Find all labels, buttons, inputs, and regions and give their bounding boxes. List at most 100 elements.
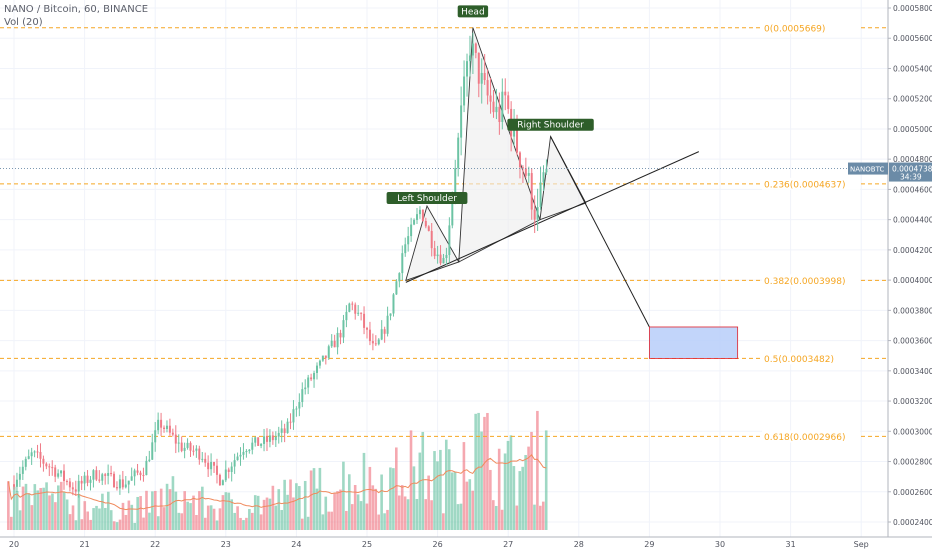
volume-bar: [86, 511, 90, 530]
volume-bar: [57, 485, 60, 530]
volume-bar: [368, 466, 372, 530]
candle-body: [327, 346, 330, 358]
candle-body: [148, 459, 151, 461]
pattern-label: Left Shoulder: [397, 194, 457, 204]
volume-bar: [492, 500, 495, 530]
candle-body: [383, 329, 386, 334]
volume-bar: [350, 504, 354, 530]
volume-bar: [98, 508, 101, 530]
volume-bar: [518, 471, 522, 530]
candle-body: [213, 462, 216, 466]
candle-body: [524, 168, 527, 176]
volume-bar: [151, 491, 154, 530]
candle-body: [18, 473, 21, 480]
candle-body: [174, 434, 177, 444]
time-tick-label: 27: [503, 540, 513, 549]
candle-body: [13, 484, 15, 487]
candle-body: [442, 258, 445, 264]
volume-bar: [33, 484, 37, 530]
volume-bar: [165, 483, 169, 530]
volume-bar: [436, 461, 439, 530]
candle-body: [507, 95, 510, 109]
volume-bar: [145, 490, 148, 530]
candle-body: [230, 466, 233, 472]
candle-body: [45, 463, 48, 467]
volume-bar: [221, 495, 225, 530]
volume-bar: [497, 448, 501, 530]
time-tick-label: 20: [9, 540, 19, 549]
candle-body: [274, 436, 277, 441]
price-tick-label: 0.00058000: [893, 4, 932, 13]
candle-body: [248, 449, 251, 452]
candle-body: [107, 473, 110, 476]
volume-bar: [233, 512, 236, 530]
candle-body: [168, 425, 171, 433]
volume-bar: [59, 481, 63, 530]
volume-bar: [347, 474, 351, 530]
fibonacci-retracement: 0(0.0005669) 0.236(0.0004637) 0.382(0.0003…: [0, 21, 888, 443]
candle-body: [351, 303, 354, 305]
candle-body: [233, 460, 236, 467]
candle-body: [336, 332, 339, 348]
candle-body: [86, 475, 89, 483]
candle-body: [460, 105, 463, 138]
volume-bar: [465, 481, 469, 530]
volume-bar: [139, 496, 142, 530]
candle-body: [424, 221, 427, 227]
volume-bar: [277, 489, 281, 530]
candle-body: [113, 473, 116, 488]
candle-body: [163, 427, 166, 429]
candle-body: [39, 451, 42, 459]
candle-body: [401, 253, 404, 274]
candle-body: [342, 320, 345, 338]
bar-countdown: 34:39: [900, 173, 922, 182]
volume-bar: [462, 442, 466, 530]
volume-bar: [483, 416, 486, 530]
volume-bar: [450, 472, 454, 530]
volume-bar: [227, 492, 231, 530]
volume-bar: [148, 512, 151, 530]
fib-label-bg: [762, 274, 860, 287]
volume-bar: [477, 412, 480, 530]
volume-bar: [406, 499, 410, 530]
volume-indicator-label[interactable]: Vol (20): [4, 17, 43, 28]
candle-body: [277, 432, 280, 437]
candle-body: [242, 451, 245, 455]
time-tick-label: 23: [221, 540, 231, 549]
volume-moving-average: [7, 453, 547, 511]
candle-body: [498, 106, 501, 122]
volume-bar: [300, 518, 304, 530]
candle-body: [410, 224, 413, 237]
volume-bar: [136, 496, 139, 530]
candle-body: [80, 480, 83, 484]
candle-body: [57, 473, 60, 477]
volume-bar: [245, 517, 248, 530]
volume-bar: [315, 488, 319, 530]
volume-bar: [342, 461, 345, 530]
candle-body: [451, 195, 454, 226]
candle-body: [104, 474, 107, 476]
volume-bar: [339, 489, 342, 530]
volume-bar: [215, 520, 219, 530]
candle-body: [68, 481, 71, 488]
candle-body: [195, 448, 198, 451]
candle-body: [315, 365, 318, 373]
volume-bar: [439, 449, 442, 530]
volume-bar: [15, 490, 19, 530]
volume-bar: [506, 440, 510, 530]
candle-body: [127, 480, 130, 485]
candle-body: [457, 137, 460, 169]
volume-bar: [512, 466, 516, 530]
candle-body: [54, 467, 57, 477]
volume-bar: [274, 505, 278, 530]
volume-bar: [112, 521, 116, 530]
candle-body: [471, 43, 474, 56]
candle-body: [283, 428, 286, 434]
fib-label-bg: [762, 21, 860, 34]
